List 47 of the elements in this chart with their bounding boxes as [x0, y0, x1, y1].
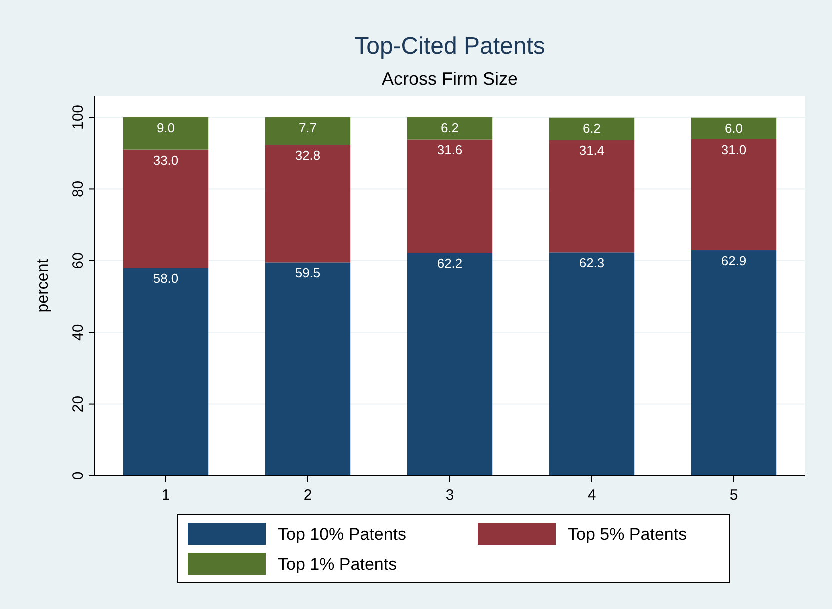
- x-tick-label: 2: [304, 487, 312, 504]
- data-label: 7.7: [298, 120, 318, 136]
- legend-label: Top 1% Patents: [278, 555, 398, 574]
- bar: [265, 262, 351, 476]
- bar: [123, 150, 209, 268]
- data-label: 33.0: [153, 152, 179, 168]
- x-tick-label: 1: [162, 487, 170, 504]
- y-axis-title: percent: [35, 258, 52, 313]
- data-label: 9.0: [156, 120, 176, 136]
- bar: [123, 118, 209, 150]
- data-label: 58.0: [153, 271, 179, 286]
- y-tick-label: 80: [70, 180, 87, 198]
- x-tick-label: 4: [588, 487, 596, 504]
- bar: [691, 118, 777, 140]
- legend-label: Top 10% Patents: [278, 525, 407, 544]
- y-tick-label: 40: [70, 324, 87, 341]
- bar: [407, 253, 493, 476]
- bar: [549, 140, 635, 253]
- chart-subtitle: Across Firm Size: [382, 69, 518, 89]
- legend-label: Top 5% Patents: [568, 525, 688, 544]
- bar: [691, 250, 777, 476]
- data-label: 6.2: [440, 120, 460, 136]
- x-tick-label: 3: [446, 487, 454, 504]
- bar: [265, 118, 351, 146]
- data-label: 32.8: [295, 148, 321, 164]
- y-tick-label: 60: [70, 252, 87, 270]
- x-tick-label: 5: [730, 487, 738, 504]
- data-label: 31.0: [721, 142, 747, 158]
- data-label: 62.2: [437, 256, 463, 272]
- data-label: 6.2: [582, 120, 602, 136]
- bar: [549, 118, 635, 140]
- bar: [123, 268, 209, 476]
- chart-title: Top-Cited Patents: [354, 33, 546, 60]
- bar: [407, 118, 493, 140]
- bar: [549, 252, 635, 476]
- bar: [407, 140, 493, 254]
- y-tick-label: 0: [70, 472, 87, 480]
- data-label: 62.9: [721, 254, 747, 269]
- y-tick-label: 100: [70, 104, 87, 130]
- bar: [265, 145, 351, 263]
- data-label: 59.5: [295, 266, 321, 281]
- data-label: 31.4: [579, 143, 605, 158]
- data-label: 62.3: [579, 256, 605, 271]
- data-label: 31.6: [437, 142, 463, 158]
- data-label: 6.0: [724, 120, 744, 136]
- bar: [691, 139, 777, 251]
- y-tick-label: 20: [70, 396, 87, 413]
